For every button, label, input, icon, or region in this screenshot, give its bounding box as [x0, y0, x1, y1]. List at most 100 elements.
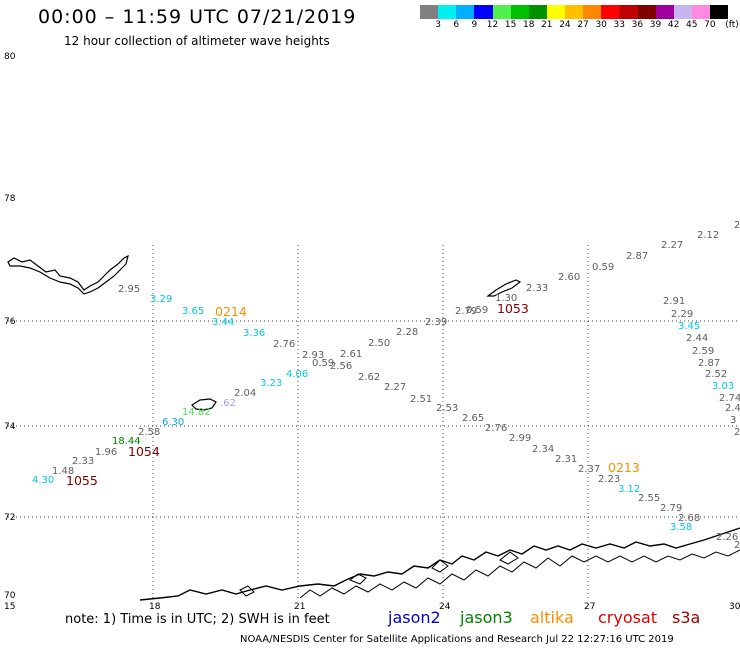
swh-value: 4.30: [32, 475, 54, 486]
swh-value: 4.06: [286, 369, 308, 380]
swh-value: 18.44: [112, 436, 141, 447]
legend-cryosat: cryosat: [598, 608, 658, 627]
map-subtitle: 12 hour collection of altimeter wave hei…: [64, 34, 330, 48]
scale-swatch: [510, 5, 529, 19]
svalbard-coast: [7, 254, 129, 295]
island-a: [348, 573, 367, 585]
swh-value: 3.44: [212, 317, 234, 328]
legend-jason3: jason3: [460, 608, 513, 627]
scale-tick-label: 42: [667, 20, 680, 30]
swh-value: 2: [734, 540, 740, 551]
swh-value: 2.93: [302, 350, 324, 361]
scale-swatch: [456, 5, 475, 19]
swh-value: 2.29: [671, 309, 693, 320]
swh-value: 2.53: [436, 403, 458, 414]
scale-tick-label: 6: [453, 20, 460, 30]
units-note: note: 1) Time is in UTC; 2) SWH is in fe…: [65, 612, 330, 627]
swh-value: 2.55: [638, 493, 660, 504]
legend-jason2: jason2: [388, 608, 441, 627]
latitude-label: 76: [4, 317, 16, 327]
scale-tick-label: 27: [577, 20, 589, 30]
pass-time-label: 0214: [215, 304, 247, 319]
swh-value: 2.51: [410, 394, 432, 405]
latitude-label: 72: [4, 513, 15, 523]
latitude-label: 78: [4, 194, 16, 204]
scale-swatch: [438, 5, 457, 19]
scale-swatch: [691, 5, 710, 19]
scale-tick-label: 30: [595, 20, 607, 30]
scale-tick-label: 33: [613, 20, 626, 30]
scale-swatch: [474, 5, 493, 19]
scale-swatch: [565, 5, 584, 19]
map-title: 00:00 – 11:59 UTC 07/21/2019: [38, 6, 357, 28]
swh-value: 2.99: [509, 433, 531, 444]
scale-tick-label: 9: [471, 20, 478, 30]
swh-value: 1.96: [95, 447, 117, 458]
scale-swatch: [673, 5, 692, 19]
swh-value: 2.4: [725, 403, 740, 414]
swh-value: 2.39: [425, 317, 447, 328]
swh-value: 2.26: [716, 532, 738, 543]
swh-value: 2.52: [705, 369, 727, 380]
scale-swatch: [492, 5, 511, 19]
swh-value: 3.45: [678, 321, 700, 332]
swh-value: 2.27: [661, 240, 683, 251]
longitude-label: 15: [4, 602, 15, 612]
swh-value: 2.60: [558, 272, 580, 283]
fjord-detail: [299, 549, 740, 599]
swh-value: 2.34: [532, 444, 554, 455]
longitude-label: 30: [729, 602, 740, 612]
swh-value: 2.79: [455, 306, 477, 317]
swh-value: 3.29: [150, 294, 172, 305]
swh-value: 1.30: [495, 293, 517, 304]
swh-value: 0.59: [466, 305, 488, 316]
swh-value: 3: [730, 415, 736, 426]
scale-tick-label: 15: [504, 20, 517, 30]
credit-line: NOAA/NESDIS Center for Satellite Applica…: [240, 634, 674, 645]
swh-value: 3.03: [712, 381, 734, 392]
swh-value: 2.28: [396, 327, 418, 338]
scale-swatch: [528, 5, 547, 19]
hopen-coast: [486, 279, 522, 297]
scale-swatch: [583, 5, 602, 19]
bear-island-coast: [191, 398, 217, 411]
pass-time-label: 1053: [497, 301, 529, 316]
scale-swatch: [637, 5, 656, 19]
swh-value: 2.37: [578, 464, 600, 475]
swh-value: 2.33: [72, 456, 94, 467]
longitude-label: 21: [294, 602, 305, 612]
legend-altika: altika: [530, 608, 574, 627]
swh-value: 1.48: [52, 466, 74, 477]
swh-value: 3.65: [182, 306, 204, 317]
latitude-label: 74: [4, 422, 16, 432]
swh-value: 2.91: [663, 296, 685, 307]
graticule: [8, 245, 740, 600]
scale-tick-label: 45: [686, 20, 698, 30]
swh-value: 2.76: [485, 423, 507, 434]
swh-value: 3.58: [670, 522, 692, 533]
swh-value: 2.58: [138, 427, 160, 438]
legend-s3a: s3a: [672, 608, 701, 627]
swh-value: 2.95: [118, 284, 140, 295]
scale-tick-label: 36: [631, 20, 644, 30]
scale-swatch: [619, 5, 638, 19]
swh-value: 2.33: [526, 283, 548, 294]
swh-value: 2: [734, 220, 740, 231]
island-b: [431, 559, 449, 573]
scale-units-label: (ft): [725, 20, 739, 30]
color-scale-bar: [420, 5, 729, 19]
swh-value: 6.30: [162, 417, 184, 428]
mainland-coast: [139, 527, 740, 601]
swh-value: 14.82: [182, 407, 211, 418]
swh-value: 0.59: [312, 358, 334, 369]
swh-value: 2: [734, 427, 740, 438]
swh-value: 2.87: [698, 358, 720, 369]
swh-value: 2.87: [626, 251, 648, 262]
scale-swatch: [601, 5, 620, 19]
swh-value: 2.74: [719, 393, 740, 404]
scale-tick-label: 39: [649, 20, 662, 30]
swh-value: 2.44: [686, 333, 708, 344]
swh-value: 2.23: [598, 474, 620, 485]
swh-value: 2.79: [660, 503, 682, 514]
